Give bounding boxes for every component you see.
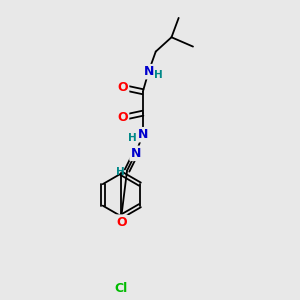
Text: O: O bbox=[116, 216, 127, 229]
Text: H: H bbox=[116, 167, 124, 177]
Text: Cl: Cl bbox=[115, 281, 128, 295]
Text: N: N bbox=[143, 65, 154, 78]
Text: H: H bbox=[154, 70, 163, 80]
Text: H: H bbox=[128, 133, 137, 142]
Text: N: N bbox=[138, 128, 148, 141]
Text: O: O bbox=[118, 81, 128, 94]
Text: N: N bbox=[130, 147, 141, 160]
Text: O: O bbox=[118, 111, 128, 124]
